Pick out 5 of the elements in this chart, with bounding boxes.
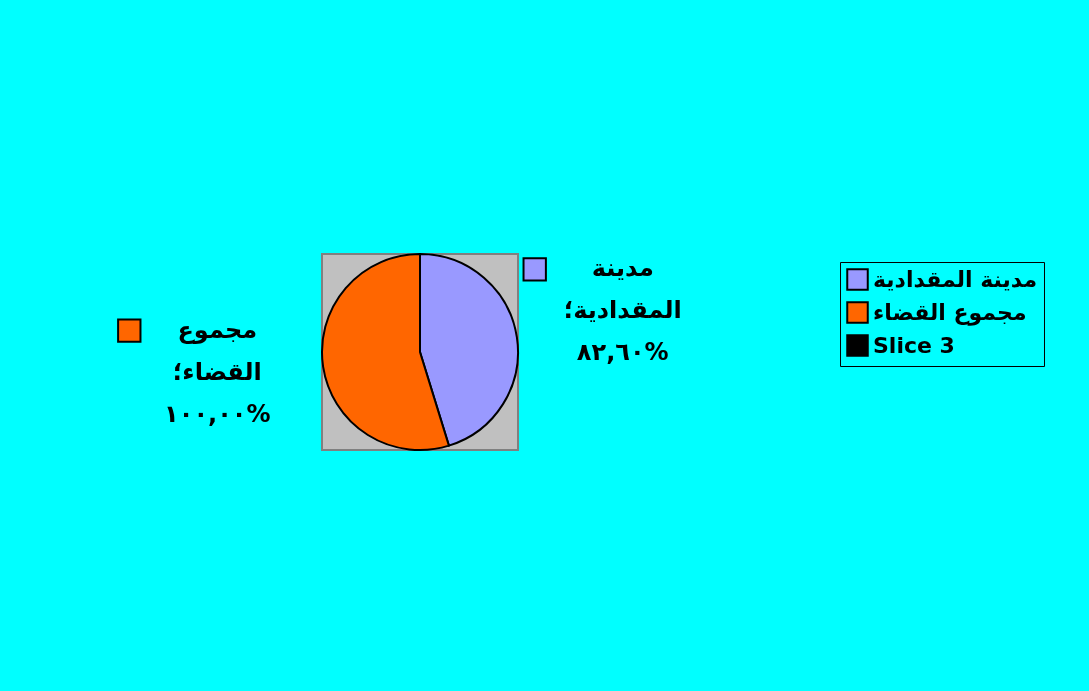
legend-label: مدينة المقدادية xyxy=(873,266,1038,292)
legend-label: مجموع القضاء xyxy=(873,299,1027,326)
data-label: مدينة المقدادية؛ ٨٢,٦٠% xyxy=(563,254,682,367)
data-label: مجموع القضاء؛ ١٠٠,٠٠% xyxy=(164,315,271,428)
legend-label: Slice 3 xyxy=(873,332,955,358)
